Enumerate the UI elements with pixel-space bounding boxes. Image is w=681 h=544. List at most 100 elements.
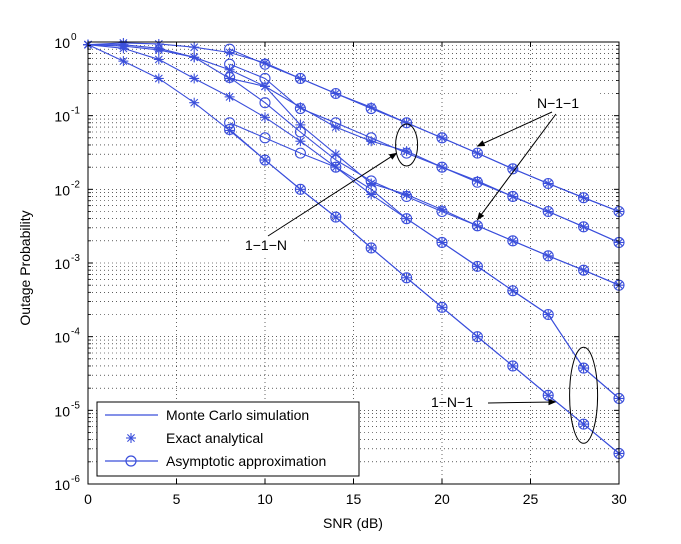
asterisk-marker: [224, 64, 235, 75]
asterisk-marker: [507, 285, 518, 296]
asterisk-stroke: [367, 243, 376, 252]
y-tick-base: 10: [54, 182, 70, 198]
asterisk-marker: [507, 360, 518, 371]
asterisk-marker: [507, 235, 518, 246]
asterisk-stroke: [544, 207, 553, 216]
asterisk-stroke: [508, 361, 517, 370]
asterisk-stroke: [544, 391, 553, 400]
y-tick-label: 10 0: [54, 32, 77, 51]
asterisk-marker: [472, 220, 483, 231]
asterisk-marker: [507, 163, 518, 174]
asterisk-marker: [437, 162, 447, 173]
series-1-1-n: [83, 39, 625, 291]
asterisk-marker: [189, 73, 200, 84]
y-tick-label: 10 -6: [54, 474, 80, 493]
asterisk-stroke: [473, 149, 482, 158]
asterisk-marker: [330, 212, 341, 223]
asterisk-marker: [153, 43, 164, 54]
annotation-label: 1−1−N: [245, 237, 287, 253]
asymptotic-line: [229, 122, 620, 399]
asterisk-stroke: [225, 92, 234, 101]
y-tick-base: 10: [54, 35, 70, 51]
annotation-label-bg: [230, 234, 302, 256]
asterisk-marker: [330, 122, 341, 133]
y-tick-label: 10 -1: [54, 106, 80, 125]
x-axis-label: SNR (dB): [323, 515, 383, 531]
asterisk-stroke: [261, 156, 269, 165]
asterisk-marker: [543, 309, 554, 320]
asterisk-stroke: [438, 238, 446, 247]
y-tick-base: 10: [54, 403, 70, 419]
asterisk-marker: [437, 132, 447, 143]
asterisk-marker: [401, 146, 412, 157]
asterisk-stroke: [473, 332, 482, 341]
asterisk-stroke: [402, 214, 411, 223]
asterisk-marker: [578, 419, 589, 430]
asterisk-stroke: [154, 44, 163, 53]
legend-entry-asymptotic: Asymptotic approximation: [105, 453, 326, 469]
legend-entry-simulation: Monte Carlo simulation: [105, 407, 309, 423]
asterisk-stroke: [331, 163, 340, 172]
asterisk-stroke: [544, 179, 553, 188]
asterisk-stroke: [367, 190, 376, 199]
asterisk-stroke: [473, 176, 482, 185]
asterisk-stroke: [296, 185, 305, 194]
asterisk-stroke: [190, 43, 199, 52]
y-axis-label: Outage Probability: [17, 210, 33, 325]
asterisk-stroke: [402, 273, 411, 282]
asymptotic-line: [229, 48, 620, 213]
asterisk-marker: [118, 56, 129, 67]
asterisk-stroke: [508, 164, 517, 173]
y-tick-base: 10: [54, 256, 70, 272]
asterisk-stroke: [119, 44, 128, 53]
asterisk-stroke: [402, 190, 411, 199]
annotation-label: N−1−1: [537, 95, 579, 111]
annotation-ellipse: [395, 123, 419, 167]
annotation-ellipse: [569, 346, 599, 444]
x-tick-label: 0: [84, 491, 92, 507]
asterisk-marker: [153, 54, 164, 65]
asterisk-stroke: [331, 150, 340, 159]
asterisk-marker: [472, 148, 483, 159]
asterisk-marker: [260, 155, 270, 166]
asterisk-stroke: [261, 58, 269, 67]
asterisk-stroke: [190, 53, 199, 62]
asterisk-marker: [578, 363, 589, 374]
y-tick-exponent: -4: [71, 327, 80, 338]
asterisk-stroke: [331, 123, 340, 132]
asterisk-stroke: [579, 222, 588, 231]
asterisk-stroke: [402, 118, 411, 127]
asterisk-stroke: [331, 213, 340, 222]
asterisk-marker: [295, 73, 306, 84]
asymptotic-circle-marker: [259, 97, 271, 109]
asterisk-marker: [224, 91, 235, 102]
asterisk-marker: [153, 73, 164, 84]
x-tick-label: 20: [434, 491, 450, 507]
asterisk-marker: [189, 52, 200, 63]
asterisk-marker: [578, 265, 589, 276]
annotation-arrow: [487, 398, 557, 406]
asterisk-marker: [401, 117, 412, 128]
asterisk-marker: [507, 191, 518, 202]
asterisk-stroke: [225, 48, 234, 57]
simulation-line: [88, 44, 620, 286]
asterisk-stroke: [261, 82, 269, 91]
y-tick-base: 10: [54, 330, 70, 346]
asterisk-marker: [472, 331, 483, 342]
asterisk-marker: [260, 112, 270, 123]
y-tick-exponent: -5: [71, 400, 80, 411]
asterisk-stroke: [508, 286, 517, 295]
asterisk-stroke: [438, 205, 446, 214]
y-tick-exponent: -2: [71, 179, 80, 190]
y-tick-label: 10 -3: [54, 253, 80, 272]
asterisk-stroke: [544, 251, 553, 260]
asterisk-marker: [366, 136, 377, 147]
y-tick-label: 10 -4: [54, 327, 80, 346]
asterisk-stroke: [127, 434, 135, 442]
asterisk-stroke: [367, 137, 376, 146]
asterisk-marker: [330, 162, 341, 173]
asterisk-marker: [295, 102, 306, 113]
asymptotic-circle-marker: [259, 132, 271, 144]
asterisk-marker: [578, 221, 589, 232]
